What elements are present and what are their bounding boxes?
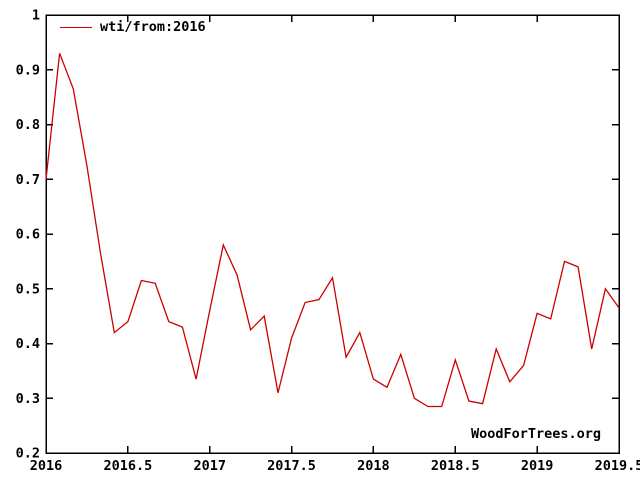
x-tick-label: 2016 [30, 458, 63, 474]
y-tick-label: 0.3 [16, 391, 40, 407]
y-tick-label: 0.4 [16, 336, 40, 352]
y-tick-label: 0.2 [16, 446, 40, 462]
y-tick-label: 0.6 [16, 227, 40, 243]
y-tick-label: 0.5 [16, 281, 40, 297]
plot-border [45, 14, 620, 454]
legend: wti/from:2016 [60, 20, 206, 34]
x-tick-label: 2019 [521, 458, 554, 474]
legend-line-swatch-icon [60, 26, 92, 28]
legend-label: wti/from:2016 [100, 19, 206, 35]
watermark: WoodForTrees.org [470, 426, 601, 442]
y-tick-label: 0.9 [16, 62, 40, 78]
x-tick-label: 2018 [357, 458, 390, 474]
x-tick-label: 2017 [193, 458, 226, 474]
y-tick-label: 1 [32, 8, 40, 24]
x-tick-label: 2017.5 [267, 458, 316, 474]
x-tick-label: 2016.5 [103, 458, 152, 474]
y-tick-label: 0.8 [16, 117, 40, 133]
data-line [45, 53, 620, 408]
x-tick-label: 2018.5 [431, 458, 480, 474]
y-tick-label: 0.7 [16, 172, 40, 188]
x-tick-label: 2019.5 [595, 458, 640, 474]
